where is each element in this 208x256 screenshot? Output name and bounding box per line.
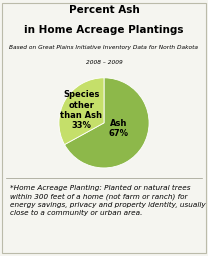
Text: 2008 – 2009: 2008 – 2009	[86, 60, 122, 65]
Wedge shape	[64, 78, 149, 168]
Text: in Home Acreage Plantings: in Home Acreage Plantings	[24, 25, 184, 35]
Text: Ash
67%: Ash 67%	[108, 119, 128, 138]
Wedge shape	[59, 78, 104, 145]
Text: Percent Ash: Percent Ash	[69, 5, 139, 15]
Text: Based on Great Plains Initiative Inventory Data for North Dakota: Based on Great Plains Initiative Invento…	[10, 45, 198, 50]
Text: Species
other
than Ash
33%: Species other than Ash 33%	[61, 90, 103, 130]
Text: *Home Acreage Planting: Planted or natural trees
within 300 feet of a home (not : *Home Acreage Planting: Planted or natur…	[10, 185, 206, 216]
